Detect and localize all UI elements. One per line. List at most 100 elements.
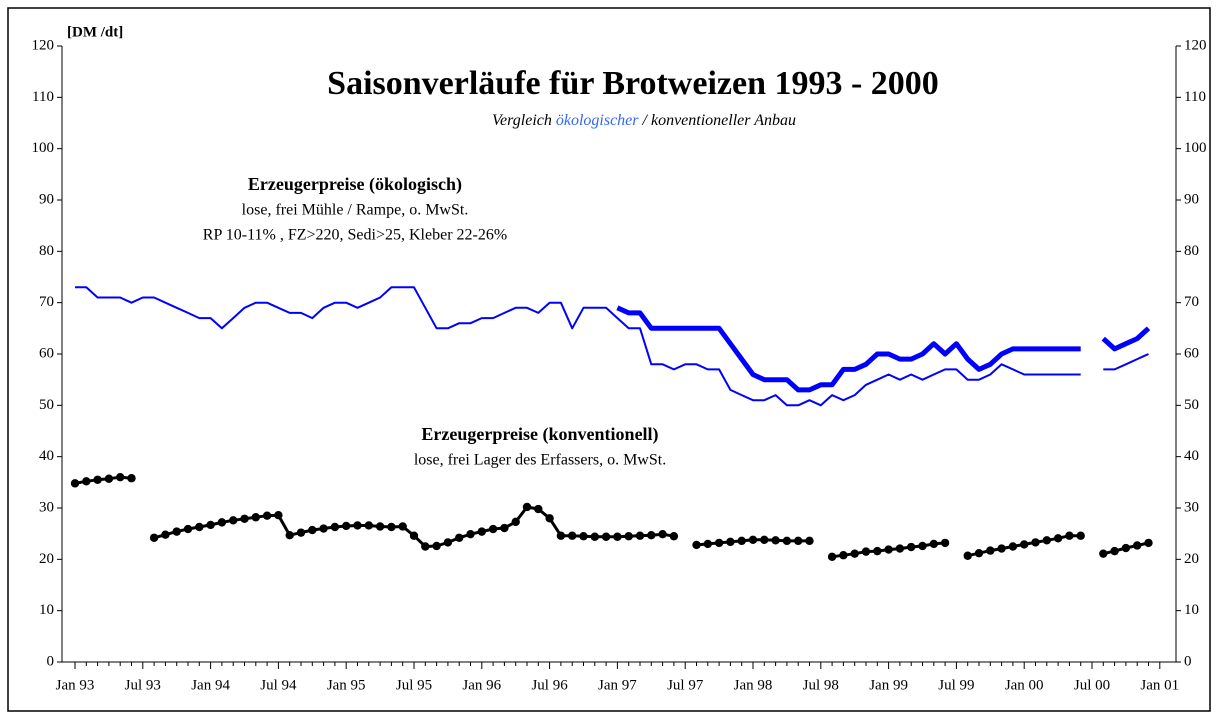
x-tick-label: Jan 96 <box>462 677 501 693</box>
data-point <box>308 525 317 535</box>
y2-tick-label: 0 <box>1184 653 1192 669</box>
x-tick-label: Jan 00 <box>1005 677 1044 693</box>
subtitle-part: ökologischer <box>556 112 639 129</box>
data-point <box>760 535 769 545</box>
y-tick-label: 40 <box>39 448 54 464</box>
data-point <box>974 548 984 558</box>
data-point <box>93 475 102 484</box>
y-tick-label: 100 <box>32 140 55 156</box>
data-point <box>455 533 464 542</box>
x-tick-label: Jul 95 <box>396 677 432 693</box>
data-point <box>443 538 453 547</box>
data-point <box>658 529 667 539</box>
data-point <box>839 551 848 560</box>
annotation-line: RP 10-11% , FZ>220, Sedi>25, Kleber 22-2… <box>203 227 507 244</box>
y-tick-label: 110 <box>32 89 54 105</box>
data-point <box>240 514 249 523</box>
data-point <box>545 514 554 523</box>
data-point <box>172 527 181 536</box>
data-point <box>986 546 995 555</box>
data-point <box>850 549 859 558</box>
data-point <box>511 517 520 527</box>
data-point <box>748 535 758 545</box>
data-point <box>1053 534 1063 543</box>
y2-tick-label: 20 <box>1184 551 1199 567</box>
y-tick-label: 10 <box>39 602 54 618</box>
data-point <box>364 521 373 530</box>
x-tick-label: Jan 01 <box>1140 677 1179 693</box>
data-point <box>319 524 328 533</box>
data-point <box>568 531 577 540</box>
data-point <box>206 520 215 530</box>
data-point <box>613 532 622 541</box>
data-point <box>601 532 611 541</box>
data-point <box>116 473 125 482</box>
data-point <box>1065 531 1074 540</box>
data-point <box>500 523 509 533</box>
data-point <box>296 528 306 537</box>
data-point <box>274 510 283 520</box>
y-tick-label: 50 <box>39 397 54 413</box>
y2-tick-label: 60 <box>1184 345 1199 361</box>
data-point <box>522 502 532 512</box>
y2-tick-label: 40 <box>1184 448 1199 464</box>
data-point <box>647 531 656 540</box>
data-point <box>70 479 80 488</box>
data-point <box>669 532 679 541</box>
y2-tick-label: 10 <box>1184 602 1199 618</box>
annotation-line: lose, frei Mühle / Rampe, o. MwSt. <box>242 202 469 219</box>
y2-tick-label: 110 <box>1184 89 1206 105</box>
chart-title: Saisonverläufe für Brotweizen 1993 - 200… <box>327 65 939 102</box>
y2-tick-label: 30 <box>1184 499 1199 515</box>
y2-tick-label: 90 <box>1184 191 1199 207</box>
data-point <box>342 521 351 531</box>
data-point <box>409 531 419 540</box>
data-point <box>692 540 701 550</box>
data-point <box>805 536 814 546</box>
y2-tick-label: 50 <box>1184 397 1199 413</box>
data-point <box>579 532 588 541</box>
data-point <box>217 518 227 527</box>
y2-tick-label: 100 <box>1184 140 1207 156</box>
y-tick-label: 60 <box>39 345 54 361</box>
data-point <box>285 531 294 540</box>
data-point <box>104 474 114 483</box>
data-point <box>534 504 543 514</box>
x-tick-label: Jul 99 <box>938 677 974 693</box>
data-point <box>997 544 1006 553</box>
data-point <box>873 546 882 556</box>
y2-tick-label: 80 <box>1184 243 1199 259</box>
data-point <box>1042 536 1052 545</box>
data-point <box>1019 540 1029 549</box>
data-point <box>1121 543 1131 553</box>
data-point <box>1008 542 1018 551</box>
x-tick-label: Jul 96 <box>531 677 568 693</box>
data-point <box>1144 538 1153 548</box>
x-tick-label: Jan 94 <box>191 677 230 693</box>
data-point <box>703 539 712 549</box>
x-tick-label: Jan 99 <box>869 677 908 693</box>
y-tick-label: 70 <box>39 294 54 310</box>
data-point <box>884 545 893 554</box>
data-point <box>782 536 792 546</box>
data-point <box>963 551 972 560</box>
annotation-line: Erzeugerpreise (ökologisch) <box>248 174 462 195</box>
data-point <box>1076 531 1085 540</box>
data-point <box>183 524 193 534</box>
data-point <box>421 542 430 551</box>
y-tick-label: 80 <box>39 243 54 259</box>
x-tick-label: Jan 93 <box>56 677 95 693</box>
y-axis-label: [DM /dt] <box>67 24 123 40</box>
data-point <box>624 532 633 541</box>
chart-subtitle: Vergleich ökologischer / konventioneller… <box>492 112 796 129</box>
y2-tick-label: 70 <box>1184 294 1199 310</box>
data-point <box>251 513 260 522</box>
y-tick-label: 30 <box>39 499 54 515</box>
y-tick-label: 120 <box>32 37 55 53</box>
data-point <box>635 531 645 540</box>
data-point <box>477 527 486 536</box>
data-point <box>714 538 724 548</box>
data-point <box>1133 541 1142 550</box>
data-point <box>929 539 938 549</box>
